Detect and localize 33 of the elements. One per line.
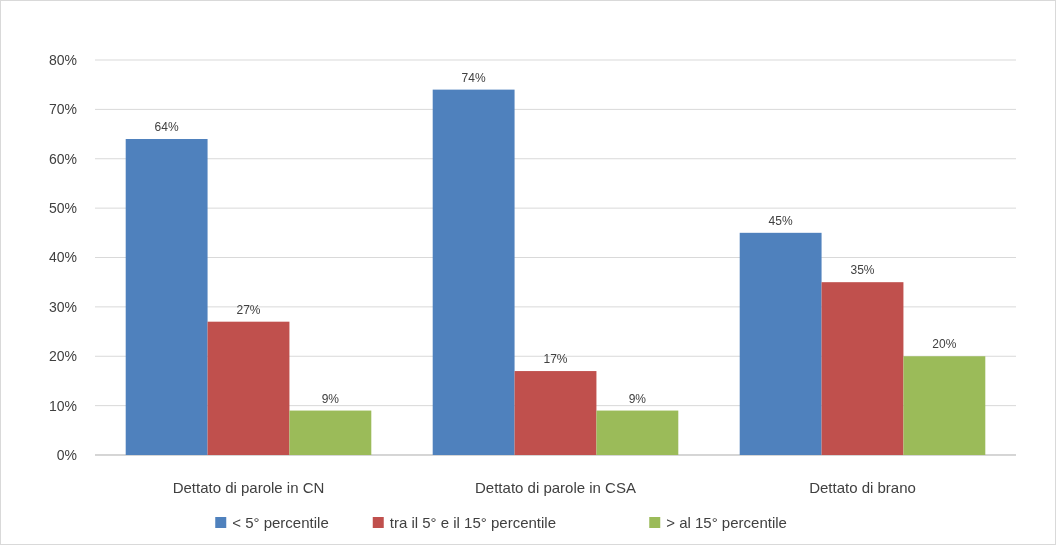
y-tick-label: 40% — [48, 249, 77, 266]
bar — [739, 232, 822, 455]
y-tick-label: 30% — [48, 298, 77, 315]
data-label: 9% — [628, 391, 647, 406]
bar — [289, 410, 372, 455]
x-tick-label: Dettato di parole in CN — [172, 479, 325, 496]
x-tick-label: Dettato di parole in CSA — [475, 479, 636, 496]
y-tick-label: 80% — [48, 51, 77, 68]
bar — [207, 321, 290, 455]
bar — [821, 282, 904, 455]
bar — [903, 356, 986, 455]
legend-label: < 5° percentile — [232, 514, 329, 532]
data-label: 64% — [154, 120, 179, 134]
data-label: 27% — [236, 302, 261, 317]
y-tick-label: 60% — [48, 150, 77, 167]
data-label: 35% — [850, 263, 875, 278]
bar — [596, 410, 679, 455]
y-tick-label: 10% — [48, 397, 77, 414]
data-label: 45% — [768, 213, 793, 228]
data-label: 17% — [543, 352, 568, 367]
data-label: 20% — [932, 337, 957, 352]
legend-label: tra il 5° e il 15° percentile — [389, 514, 556, 532]
bar — [125, 139, 208, 455]
bar — [432, 89, 515, 455]
y-tick-label: 0% — [56, 446, 77, 463]
y-tick-label: 20% — [48, 348, 77, 365]
legend-label: > al 15° percentile — [666, 514, 787, 532]
x-tick-label: Dettato di brano — [809, 479, 916, 496]
data-label: 9% — [321, 391, 340, 406]
bar — [514, 371, 597, 455]
data-label: 74% — [461, 70, 486, 85]
y-tick-label: 70% — [48, 101, 77, 118]
y-tick-label: 50% — [48, 200, 77, 217]
